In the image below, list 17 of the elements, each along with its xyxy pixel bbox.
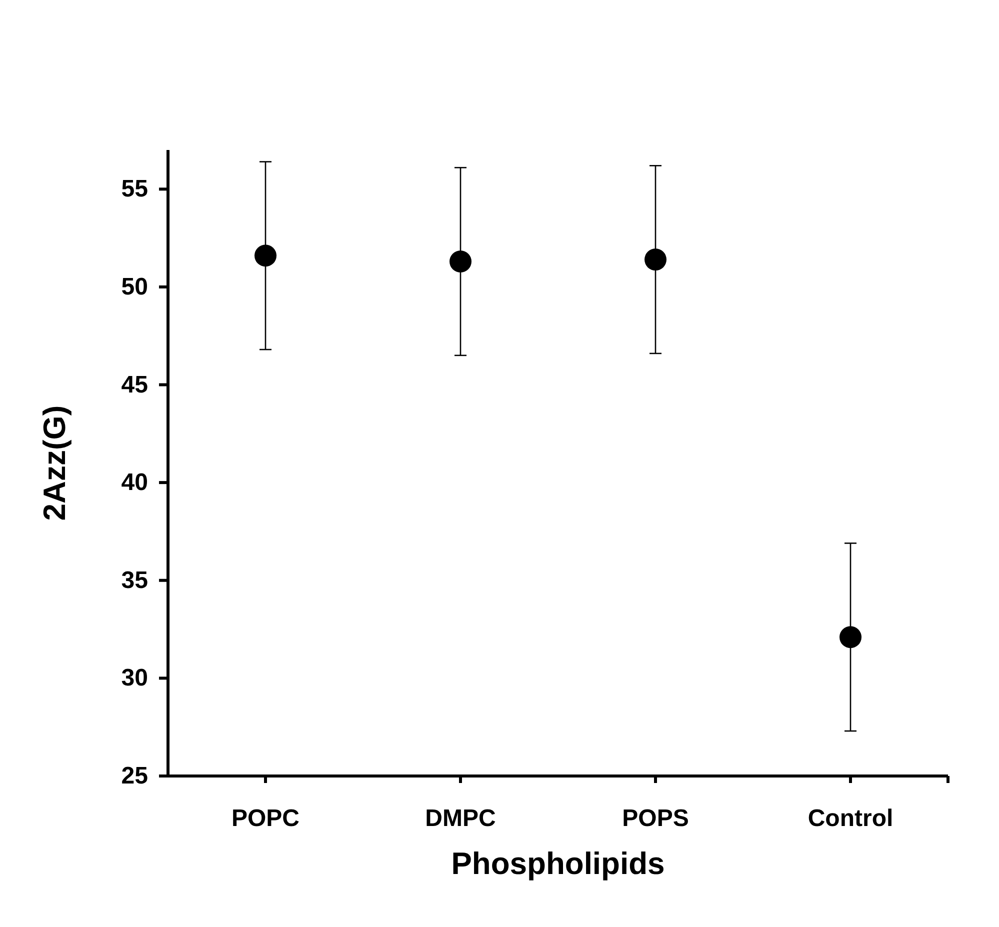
point xyxy=(450,250,472,272)
x-axis-title: Phospholipids xyxy=(451,846,665,881)
point xyxy=(644,248,666,271)
x-tick-label: POPS xyxy=(622,805,689,832)
y-tick-label: 25 xyxy=(121,762,148,790)
x-tick-label: DMPC xyxy=(425,805,496,832)
y-tick-label: 50 xyxy=(121,273,148,300)
point xyxy=(254,244,276,267)
y-tick-label: 45 xyxy=(121,371,148,398)
x-tick-label: Control xyxy=(808,805,894,832)
y-tick-label: 40 xyxy=(121,469,148,496)
point xyxy=(840,626,862,648)
y-axis-title: 2Azz(G) xyxy=(37,405,72,521)
y-tick-label: 55 xyxy=(121,176,148,203)
y-tick-label: 35 xyxy=(121,566,148,594)
x-tick-label: POPC xyxy=(231,805,300,832)
y-tick-label: 30 xyxy=(121,664,148,692)
